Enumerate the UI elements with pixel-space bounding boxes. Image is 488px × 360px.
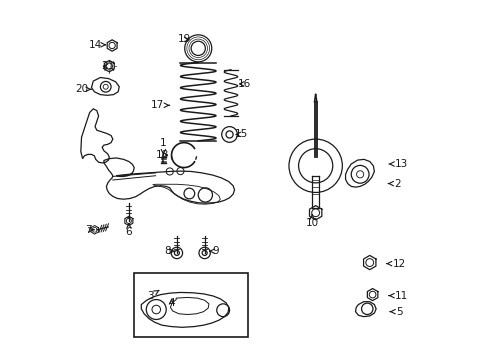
- Text: 13: 13: [388, 159, 407, 169]
- Text: 12: 12: [386, 258, 405, 269]
- Text: 17: 17: [150, 100, 169, 110]
- Text: 21: 21: [101, 61, 114, 71]
- Text: 9: 9: [209, 246, 219, 256]
- Text: 15: 15: [234, 130, 247, 139]
- Text: 19: 19: [177, 35, 190, 44]
- Text: 1: 1: [160, 138, 166, 154]
- Text: 6: 6: [125, 224, 132, 237]
- Text: 5: 5: [389, 307, 402, 317]
- Text: 8: 8: [164, 246, 174, 256]
- Text: 4: 4: [168, 298, 175, 308]
- Text: 3: 3: [146, 291, 159, 301]
- Text: 11: 11: [388, 291, 407, 301]
- Text: 14: 14: [88, 40, 105, 50]
- Bar: [134, 273, 247, 337]
- Text: 10: 10: [305, 215, 318, 228]
- Text: 2: 2: [388, 179, 400, 189]
- Text: 20: 20: [75, 84, 91, 94]
- Text: 18: 18: [156, 150, 169, 160]
- Text: 7: 7: [84, 225, 94, 235]
- Text: 16: 16: [237, 79, 251, 89]
